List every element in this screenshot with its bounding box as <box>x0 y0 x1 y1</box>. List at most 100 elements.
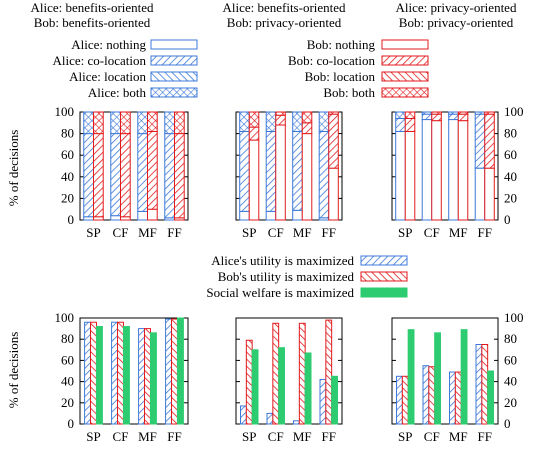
alice-bar-SP-both <box>395 111 406 119</box>
y-tick-label: 40 <box>61 169 74 184</box>
bob-bar-SP <box>245 339 253 425</box>
x-tick-label-FF: FF <box>322 225 336 240</box>
bob-bar-SP-nothing <box>248 139 260 221</box>
bob-bar-MF-both <box>147 111 158 132</box>
bob-bar-CF-co-location <box>431 113 442 122</box>
y-tick-label: 60 <box>504 147 517 162</box>
bob-bar-MF-both <box>301 111 313 124</box>
alice-bar-SP-co-location <box>83 133 94 218</box>
bob-bar-SP <box>90 321 97 425</box>
y-tick-label: 80 <box>61 126 74 141</box>
alice-bar-MF-nothing <box>137 210 148 221</box>
x-tick-label-SP: SP <box>398 225 412 240</box>
bob-bar-MF-nothing <box>301 133 313 221</box>
x-tick-label-CF: CF <box>424 429 440 444</box>
alice-bar-FF <box>165 318 173 425</box>
alice-bar-MF <box>138 328 146 425</box>
alice-bar-FF-both <box>318 111 330 132</box>
bob-bar-SP-co-location <box>93 133 104 218</box>
scenario-3-bob-title: Bob: privacy-oriented <box>399 15 514 30</box>
x-tick-label-MF: MF <box>138 225 157 240</box>
bob-bar-SP <box>401 375 409 425</box>
alice-bar-SP <box>84 321 92 425</box>
alice-bar-FF <box>475 344 483 425</box>
y-tick-label: 100 <box>504 104 524 119</box>
social-bar-FF <box>176 317 184 425</box>
plot-frame <box>391 111 499 221</box>
y-tick-label: 60 <box>61 147 74 162</box>
y-tick-label: 80 <box>504 331 517 346</box>
scenario-1-alice-title: Alice: benefits-oriented <box>30 0 154 15</box>
legend-social-welfare-swatch <box>360 287 408 298</box>
alice-bar-MF-co-location <box>137 133 148 212</box>
alice-bar-MF-nothing <box>448 119 459 221</box>
legend-bob-utility-swatch <box>360 271 408 282</box>
alice-bar-MF-nothing <box>292 209 303 221</box>
alice-bar-SP-both <box>83 111 94 135</box>
x-tick-label-MF: MF <box>293 225 312 240</box>
bob-bar-CF-both <box>431 111 442 115</box>
panel-bottom-3: 0 20 40 60 80 100 SP CF MF FF <box>391 310 524 444</box>
y-tick-label: 0 <box>504 416 511 431</box>
legend-bob-location-swatch <box>381 71 429 82</box>
alice-bar-MF <box>293 420 300 425</box>
social-bar-MF <box>460 329 468 425</box>
y-tick-label: 0 <box>504 212 511 227</box>
alice-bar-CF <box>266 412 274 425</box>
x-tick-label-SP: SP <box>242 225 256 240</box>
panel-bottom-1: 0 20 40 60 80 100 SP CF MF FF <box>55 310 189 444</box>
alice-bar-FF-co-location <box>164 133 175 219</box>
y-tick-label: 40 <box>504 374 517 389</box>
legend-bob-both-swatch <box>381 87 429 98</box>
alice-bar-MF-both <box>137 111 148 135</box>
legend-bob-utility-label: Bob's utility is maximized <box>218 269 355 284</box>
alice-bar-MF-co-location <box>448 113 459 121</box>
x-tick-label-MF: MF <box>138 429 157 444</box>
social-bar-CF <box>278 347 285 425</box>
bob-bar-MF <box>454 371 462 425</box>
bottom-y-axis-title: % of decisions <box>6 332 21 409</box>
legend-bottom: Alice's utility is maximized Bob's utili… <box>206 253 408 300</box>
y-tick-label: 100 <box>504 310 524 325</box>
alice-bar-FF-nothing <box>474 167 486 221</box>
y-tick-label: 80 <box>61 331 74 346</box>
alice-bar-MF <box>449 371 456 425</box>
panel-top-1: 0 20 40 60 80 100 SP CF MF FF <box>55 104 189 240</box>
x-tick-label-CF: CF <box>113 225 129 240</box>
x-tick-label-FF: FF <box>322 429 336 444</box>
scenario-2-alice-title: Alice: benefits-oriented <box>222 0 346 15</box>
bob-bar-CF <box>117 321 124 425</box>
legend-alice-nothing-label: Alice: nothing <box>71 37 146 52</box>
alice-bar-MF-both <box>448 111 459 115</box>
scenario-3-alice-title: Alice: privacy-oriented <box>396 0 517 15</box>
alice-bar-CF-nothing <box>110 215 121 221</box>
x-tick-label-MF: MF <box>449 429 468 444</box>
bob-bar-MF-nothing <box>147 208 158 221</box>
bob-bar-FF-co-location <box>174 133 185 219</box>
scenario-2-bob-title: Bob: privacy-oriented <box>227 15 342 30</box>
panel-top-2: SP CF MF FF <box>235 111 343 240</box>
alice-bar-SP-co-location <box>239 130 250 212</box>
bob-bar-CF <box>428 366 436 425</box>
social-bar-FF <box>487 370 494 425</box>
scenario-titles: Alice: benefits-oriented Bob: benefits-o… <box>30 0 517 30</box>
bob-bar-MF <box>298 322 306 425</box>
alice-bar-SP-nothing <box>395 130 406 221</box>
chart-panels: 0 20 40 60 80 100 SP CF MF FF SP CF MF FF 0 20 40 60 80 100… <box>55 104 524 444</box>
bob-bar-MF-co-location <box>147 130 158 210</box>
bob-bar-MF-nothing <box>457 120 469 221</box>
x-tick-label-SP: SP <box>86 429 100 444</box>
legend-alice-both-label: Alice: both <box>88 85 147 100</box>
alice-bar-CF-nothing <box>421 119 433 221</box>
y-tick-label: 20 <box>61 190 74 205</box>
bob-bar-SP-co-location <box>404 117 416 132</box>
x-tick-label-SP: SP <box>242 429 256 444</box>
legend-bob-nothing-swatch <box>381 39 429 50</box>
bob-bar-CF-co-location <box>120 133 131 218</box>
bob-bar-CF-nothing <box>431 120 442 221</box>
alice-bar-SP-nothing <box>239 210 250 221</box>
alice-bar-CF <box>422 365 430 425</box>
legend-bob-nothing-label: Bob: nothing <box>307 37 376 52</box>
x-tick-label-FF: FF <box>478 429 492 444</box>
social-bar-MF <box>149 332 157 425</box>
